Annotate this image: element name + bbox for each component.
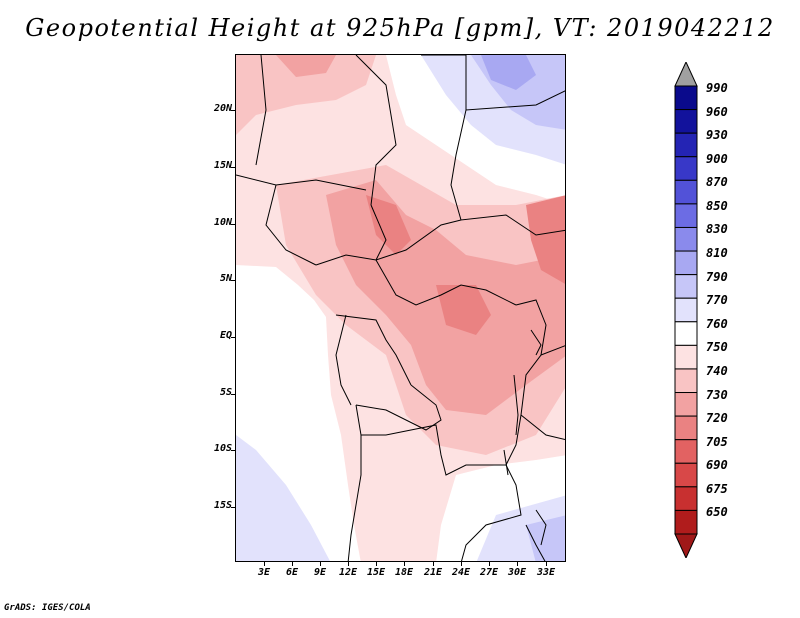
colorbar-level-label: 870 bbox=[706, 175, 728, 190]
lon-tick bbox=[264, 561, 265, 566]
lat-tick bbox=[231, 167, 236, 168]
colorbar-swatch bbox=[674, 415, 698, 441]
lon-label-12e: 12E bbox=[338, 567, 358, 578]
colorbar-under-arrow bbox=[674, 533, 698, 558]
lat-label-10s: 10S bbox=[213, 443, 232, 454]
country-borders bbox=[236, 55, 565, 561]
colorbar-swatch bbox=[674, 132, 698, 158]
lat-label-10n: 10N bbox=[213, 217, 232, 228]
field-east-720 bbox=[526, 195, 565, 284]
lat-label-20n: 20N bbox=[213, 103, 232, 114]
lon-tick bbox=[376, 561, 377, 566]
colorbar-over-arrow bbox=[674, 62, 698, 87]
colorbar-level-label: 750 bbox=[706, 340, 728, 355]
colorbar-level-label: 830 bbox=[706, 222, 728, 237]
lon-label-15e: 15E bbox=[366, 567, 386, 578]
lat-tick bbox=[231, 450, 236, 451]
colorbar-level-label: 960 bbox=[706, 104, 728, 119]
colorbar-swatch bbox=[674, 344, 698, 370]
field-sw-770 bbox=[236, 435, 330, 561]
lon-tick bbox=[489, 561, 490, 566]
grads-credit: GrADS: IGES/COLA bbox=[4, 603, 91, 613]
colorbar-level-label: 740 bbox=[706, 363, 728, 378]
colorbar-level-label: 850 bbox=[706, 198, 728, 213]
colorbar-level-label: 760 bbox=[706, 316, 728, 331]
colorbar-level-label: 705 bbox=[706, 434, 728, 449]
field-nw-740 bbox=[236, 55, 376, 135]
colorbar-level-label: 720 bbox=[706, 411, 728, 426]
colorbar-level-label: 675 bbox=[706, 481, 728, 496]
lat-label-15s: 15S bbox=[213, 500, 232, 511]
lat-label-eq: EQ bbox=[219, 330, 232, 341]
lon-tick bbox=[433, 561, 434, 566]
colorbar-level-label: 690 bbox=[706, 458, 728, 473]
lat-tick bbox=[231, 394, 236, 395]
lat-tick bbox=[231, 280, 236, 281]
colorbar-level-label: 930 bbox=[706, 128, 728, 143]
colorbar-swatch bbox=[674, 321, 698, 346]
field-ne-810 bbox=[481, 55, 536, 90]
colorbar-level-label: 810 bbox=[706, 246, 728, 261]
colorbar-swatch bbox=[674, 156, 698, 181]
colorbar-swatch bbox=[674, 179, 698, 205]
lon-label-3e: 3E bbox=[257, 567, 271, 578]
map-plot-area bbox=[235, 54, 566, 562]
lon-label-9e: 9E bbox=[313, 567, 327, 578]
colorbar-swatch bbox=[674, 392, 698, 417]
colorbar-swatch bbox=[674, 439, 698, 464]
colorbar-swatch bbox=[674, 250, 698, 276]
colorbar-level-label: 730 bbox=[706, 387, 728, 402]
lon-label-33e: 33E bbox=[536, 567, 556, 578]
chart-title: Geopotential Height at 925hPa [gpm], VT:… bbox=[25, 14, 775, 42]
map-canvas bbox=[236, 55, 565, 561]
lat-tick bbox=[231, 507, 236, 508]
colorbar-level-label: 790 bbox=[706, 269, 728, 284]
field-congo-720 bbox=[436, 285, 491, 335]
lon-label-6e: 6E bbox=[285, 567, 299, 578]
lat-label-5n: 5N bbox=[219, 273, 232, 284]
lat-label-5s: 5S bbox=[219, 387, 232, 398]
colorbar bbox=[674, 62, 698, 558]
lon-tick bbox=[461, 561, 462, 566]
lat-tick bbox=[231, 337, 236, 338]
colorbar-swatch bbox=[674, 226, 698, 252]
colorbar-level-label: 770 bbox=[706, 293, 728, 308]
lon-label-27e: 27E bbox=[479, 567, 499, 578]
lon-tick bbox=[546, 561, 547, 566]
lat-tick bbox=[231, 110, 236, 111]
lon-label-30e: 30E bbox=[507, 567, 527, 578]
colorbar-swatch bbox=[674, 486, 698, 511]
colorbar-swatch bbox=[674, 297, 698, 323]
lat-tick bbox=[231, 224, 236, 225]
colorbar-swatch bbox=[674, 509, 698, 535]
lon-label-21e: 21E bbox=[423, 567, 443, 578]
field-chad-720 bbox=[366, 195, 411, 255]
lakes bbox=[503, 329, 547, 546]
lat-label-15n: 15N bbox=[213, 160, 232, 171]
lon-label-24e: 24E bbox=[451, 567, 471, 578]
colorbar-swatch bbox=[674, 462, 698, 488]
lon-tick bbox=[320, 561, 321, 566]
lon-tick bbox=[348, 561, 349, 566]
colorbar-swatch bbox=[674, 368, 698, 394]
colorbar-swatch bbox=[674, 274, 698, 299]
field-nw-730 bbox=[276, 55, 336, 77]
colorbar-level-label: 990 bbox=[706, 81, 728, 95]
lon-tick bbox=[292, 561, 293, 566]
colorbar-swatch bbox=[674, 203, 698, 228]
colorbar-swatch bbox=[674, 109, 698, 134]
colorbar-level-label: 650 bbox=[706, 505, 728, 520]
colorbar-level-label: 900 bbox=[706, 151, 728, 166]
lon-tick bbox=[404, 561, 405, 566]
field-se-790 bbox=[526, 515, 565, 561]
lon-tick bbox=[517, 561, 518, 566]
lon-label-18e: 18E bbox=[394, 567, 414, 578]
colorbar-swatch bbox=[674, 85, 698, 111]
